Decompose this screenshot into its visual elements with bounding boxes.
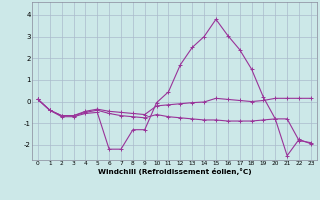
X-axis label: Windchill (Refroidissement éolien,°C): Windchill (Refroidissement éolien,°C) [98, 168, 251, 175]
